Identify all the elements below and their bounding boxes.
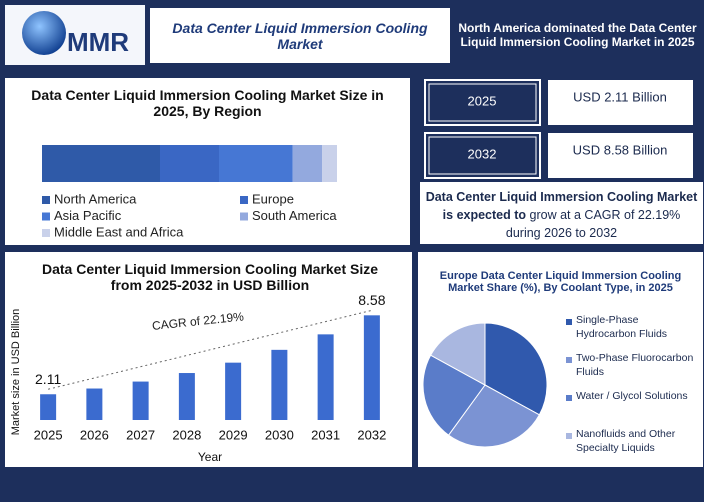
logo-text: MMR xyxy=(67,27,129,57)
stat-year: 2032 xyxy=(468,146,497,161)
bar xyxy=(363,315,380,420)
bar-segment xyxy=(160,145,219,182)
legend-swatch xyxy=(566,433,572,439)
legend-swatch xyxy=(566,319,572,325)
legend-label: Two-Phase Fluorocarbon Fluids xyxy=(576,352,694,378)
bar-segment xyxy=(322,145,337,182)
year-box xyxy=(424,79,541,126)
legend-label: Europe xyxy=(252,191,294,206)
chart-title-wrap: Data Center Liquid Immersion Cooling Mar… xyxy=(41,261,379,293)
x-tick-label: 2027 xyxy=(126,427,155,442)
legend-label: Asia Pacific xyxy=(54,208,122,223)
cagr-box xyxy=(420,182,703,244)
value-label: 8.58 xyxy=(358,292,385,308)
title: Data Center Liquid Immersion Cooling Mar… xyxy=(172,19,428,52)
cagr-wrap: Data Center Liquid Immersion Cooling Mar… xyxy=(424,184,699,242)
y-axis-label: Market size in USD Billion xyxy=(10,309,22,436)
legend-label-wrap: Two-Phase Fluorocarbon Fluids xyxy=(576,352,694,378)
legend-swatch xyxy=(566,395,572,401)
x-tick-label: 2030 xyxy=(265,427,294,442)
x-tick-label: 2031 xyxy=(311,427,340,442)
legend-label-wrap: Nanofluids and Other Specialty Liquids xyxy=(576,428,676,454)
legend-swatch xyxy=(42,229,50,237)
cagr-rest: grow at a CAGR of 22.19% during 2026 to … xyxy=(505,208,681,240)
x-tick-label: 2025 xyxy=(34,427,63,442)
x-tick-label: 2032 xyxy=(357,427,386,442)
bar xyxy=(271,349,288,420)
legend-label-wrap: Water / Glycol Solutions xyxy=(576,390,688,402)
bar-segment xyxy=(42,145,160,182)
stat-value: USD 8.58 Billion xyxy=(573,142,668,157)
legend-swatch xyxy=(240,212,248,221)
x-tick-label: 2028 xyxy=(172,427,201,442)
chart-title-wrap: Data Center Liquid Immersion Cooling Mar… xyxy=(31,87,384,119)
bar-segment xyxy=(292,145,323,182)
x-tick-label: 2029 xyxy=(219,427,248,442)
legend-swatch xyxy=(42,196,50,204)
pie-slice xyxy=(422,354,486,436)
year-box xyxy=(424,132,541,179)
value-label: 2.11 xyxy=(35,371,61,387)
legend-label: Middle East and Africa xyxy=(54,224,184,239)
year-box-inner xyxy=(428,83,537,122)
pie-slice xyxy=(447,384,541,448)
legend-label: Nanofluids and Other Specialty Liquids xyxy=(576,428,676,454)
logo-globe xyxy=(22,11,66,55)
bar xyxy=(225,362,242,420)
x-axis-label: Year xyxy=(198,450,222,464)
legend-label: North America xyxy=(54,191,137,206)
cagr-bold: Data Center Liquid Immersion Cooling Mar… xyxy=(425,190,698,222)
legend-label-wrap: Single-Phase Hydrocarbon Fluids xyxy=(576,314,668,340)
legend-label: Water / Glycol Solutions xyxy=(576,390,688,402)
bar xyxy=(40,394,57,420)
year-box-inner xyxy=(428,136,537,175)
growth-panel xyxy=(5,252,412,467)
stat-value: USD 2.11 Billion xyxy=(573,89,667,104)
legend-swatch xyxy=(240,196,248,204)
highlight: North America dominated the Data Center … xyxy=(458,21,697,49)
bar xyxy=(132,381,149,420)
title-box xyxy=(150,8,450,63)
pie-slice xyxy=(429,322,486,386)
chart-title: Europe Data Center Liquid Immersion Cool… xyxy=(439,270,682,294)
x-tick-label: 2026 xyxy=(80,427,109,442)
bar xyxy=(86,388,103,420)
chart-title-wrap: Europe Data Center Liquid Immersion Cool… xyxy=(439,270,682,294)
legend-label: South America xyxy=(252,208,337,223)
legend-swatch xyxy=(42,212,50,221)
trend-line xyxy=(48,309,372,390)
pie-slice xyxy=(484,322,548,416)
value-box xyxy=(548,80,693,125)
chart-title: Data Center Liquid Immersion Cooling Mar… xyxy=(31,87,384,119)
value-box xyxy=(548,133,693,178)
bar xyxy=(178,373,195,420)
chart-title: Data Center Liquid Immersion Cooling Mar… xyxy=(41,261,379,293)
stat-year: 2025 xyxy=(468,93,497,108)
legend-swatch xyxy=(566,357,572,363)
title-wrap: Data Center Liquid Immersion Cooling Mar… xyxy=(172,19,428,52)
cagr-text: Data Center Liquid Immersion Cooling Mar… xyxy=(424,184,699,242)
bar xyxy=(317,334,334,420)
highlight-wrap: North America dominated the Data Center … xyxy=(458,21,697,49)
bar-segment xyxy=(219,145,293,182)
legend-label: Single-Phase Hydrocarbon Fluids xyxy=(576,314,668,340)
